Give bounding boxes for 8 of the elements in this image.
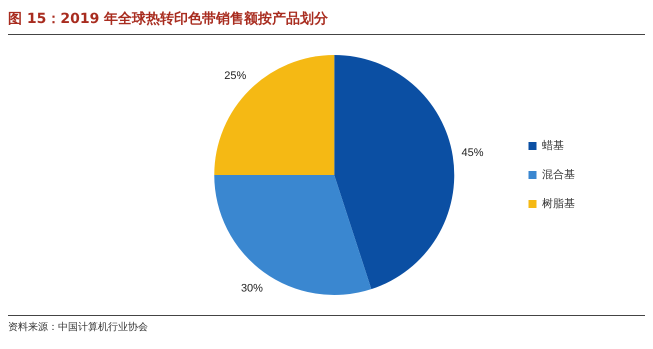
data-label: 30% [240, 282, 264, 294]
chart-title: 图 15：2019 年全球热转印色带销售额按产品划分 [8, 8, 645, 35]
legend-label: 蜡基 [542, 139, 564, 152]
legend-label: 混合基 [542, 168, 575, 182]
text: 资料来源：中国计算机行业协会 [8, 320, 149, 334]
legend-label: 树脂基 [542, 197, 575, 210]
data-label: 25% [224, 70, 246, 82]
data-label: 45% [462, 147, 484, 160]
